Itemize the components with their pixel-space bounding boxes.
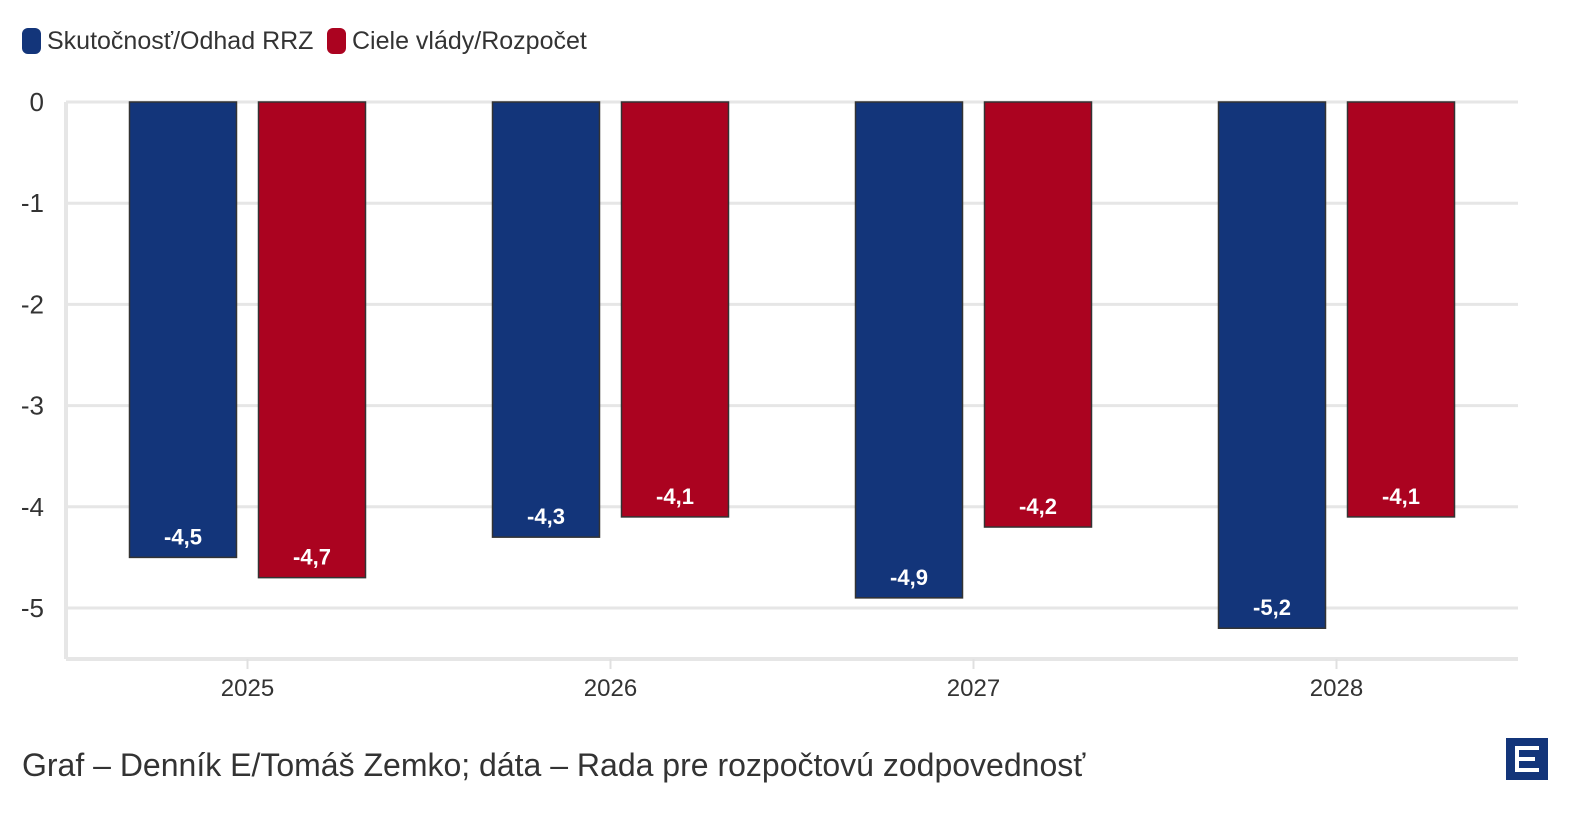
source-caption: Graf – Denník E/Tomáš Zemko; dáta – Rada… [22,747,1086,783]
data-label: -4,1 [656,484,694,509]
x-axis-ticks: 2025 2026 2027 2028 [221,659,1363,702]
data-label: -4,1 [1382,484,1420,509]
x-tick-label: 2025 [221,675,274,702]
data-label: -4,9 [890,565,928,590]
legend-label-1: Skutočnosť/Odhad RRZ [47,27,313,55]
bar-labels: -4,5 -4,7 -4,3 -4,1 -4,9 -4,2 -5,2 -4,1 [164,484,1420,620]
bar-2025-series-2 [257,101,367,579]
axes [64,102,1518,661]
y-axis-ticks: 0 -1 -2 -3 -4 -5 [21,87,44,623]
y-tick-label: -2 [21,289,44,319]
legend-swatch-1 [22,28,41,54]
data-label: -4,2 [1019,494,1057,519]
bar-2028-series-1 [1217,101,1327,629]
bar-2027-series-1 [854,101,964,599]
legend-label-2: Ciele vlády/Rozpočet [352,27,587,55]
data-label: -4,5 [164,524,202,549]
bar-2025-series-1 [128,101,238,559]
x-tick-label: 2027 [947,675,1000,702]
bar-2028-series-2 [1346,101,1456,518]
y-tick-label: -4 [21,492,44,522]
y-tick-label: -1 [21,188,44,218]
bar-2026-series-2 [620,101,730,518]
bars [128,101,1456,629]
denník-e-logo-icon[interactable] [1506,738,1548,780]
x-tick-label: 2028 [1310,675,1363,702]
data-label: -4,3 [527,504,565,529]
x-tick-label: 2026 [584,675,637,702]
bar-2027-series-2 [983,101,1093,528]
data-label: -4,7 [293,545,331,570]
legend: Skutočnosť/Odhad RRZ Ciele vlády/Rozpočet [22,27,587,55]
data-label: -5,2 [1253,595,1291,620]
y-tick-label: 0 [30,87,44,117]
y-tick-label: -3 [21,391,44,421]
bar-2026-series-1 [491,101,601,538]
legend-swatch-2 [327,28,346,54]
y-tick-label: -5 [21,593,44,623]
